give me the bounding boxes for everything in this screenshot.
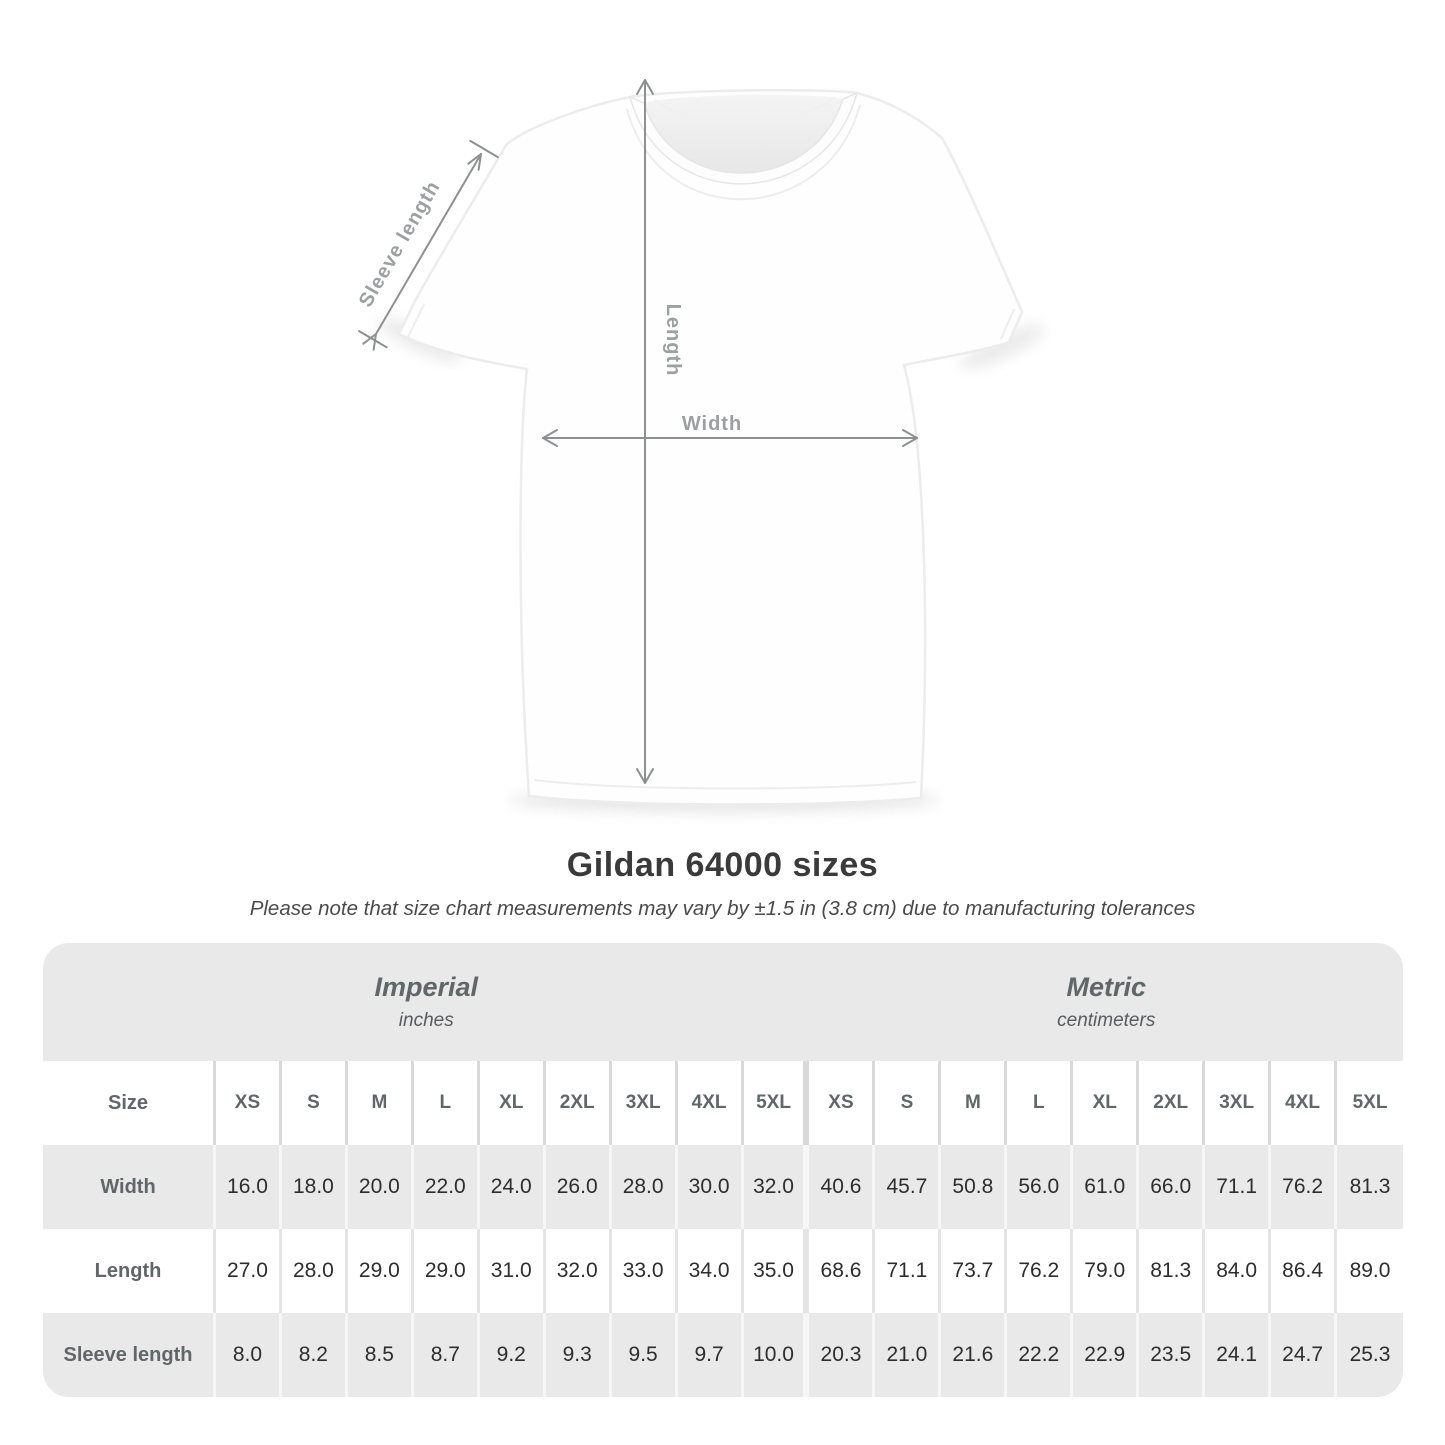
table-cell: 30.0	[677, 1145, 744, 1229]
table-cell: 33.0	[611, 1229, 678, 1313]
metric-section-header: Metric centimeters	[809, 943, 1403, 1061]
row-label: Sleeve length	[43, 1313, 216, 1397]
table-cell: 29.0	[347, 1229, 414, 1313]
row-label: Length	[43, 1229, 216, 1313]
table-cell: 9.2	[479, 1313, 546, 1397]
size-col-header: S	[875, 1061, 942, 1145]
table-cell: 29.0	[413, 1229, 480, 1313]
size-col-header: M	[347, 1061, 414, 1145]
table-cell: 45.7	[875, 1145, 942, 1229]
table-cell: 76.2	[1007, 1229, 1074, 1313]
table-cell: 18.0	[281, 1145, 348, 1229]
table-cell: 66.0	[1139, 1145, 1206, 1229]
size-col-header: L	[1007, 1061, 1074, 1145]
imperial-section-title: Imperial	[374, 972, 479, 1002]
table-cell: 81.3	[1337, 1145, 1403, 1229]
imperial-section-units: inches	[398, 1010, 454, 1031]
size-col-header: 3XL	[611, 1061, 678, 1145]
table-cell: 9.5	[611, 1313, 678, 1397]
size-col-header: 5XL	[1337, 1061, 1403, 1145]
table-cell: 23.5	[1139, 1313, 1206, 1397]
size-table: Imperial inches Metric centimeters Size X…	[43, 943, 1403, 1397]
width-label: Width	[682, 413, 742, 435]
size-col-header: 4XL	[677, 1061, 744, 1145]
table-cell: 73.7	[941, 1229, 1008, 1313]
dimension-lines	[358, 79, 918, 784]
size-col-header: 4XL	[1271, 1061, 1338, 1145]
size-col-header: S	[281, 1061, 348, 1145]
table-cell: 86.4	[1271, 1229, 1338, 1313]
table-cell: 8.0	[216, 1313, 282, 1397]
length-arrow	[636, 79, 654, 784]
size-col-header: 2XL	[1139, 1061, 1206, 1145]
table-cell: 32.0	[545, 1229, 612, 1313]
sleeve-length-arrow	[358, 139, 499, 351]
size-col-header: XS	[809, 1061, 876, 1145]
table-cell: 32.0	[743, 1145, 810, 1229]
table-cell: 35.0	[743, 1229, 810, 1313]
tshirt-collar	[628, 91, 859, 185]
imperial-section-header: Imperial inches	[43, 943, 810, 1061]
row-label: Width	[43, 1145, 216, 1229]
table-cell: 26.0	[545, 1145, 612, 1229]
table-cell: 28.0	[281, 1229, 348, 1313]
table-cell: 50.8	[941, 1145, 1008, 1229]
table-cell: 8.7	[413, 1313, 480, 1397]
table-cell: 21.6	[941, 1313, 1008, 1397]
size-col-header: XS	[216, 1061, 282, 1145]
table-cell: 22.2	[1007, 1313, 1074, 1397]
size-col-header: L	[413, 1061, 480, 1145]
table-cell: 27.0	[216, 1229, 282, 1313]
table-cell: 8.5	[347, 1313, 414, 1397]
table-cell: 22.0	[413, 1145, 480, 1229]
table-cell: 56.0	[1007, 1145, 1074, 1229]
size-col-header: XL	[479, 1061, 546, 1145]
tshirt-measurement-diagram: Sleeve length Length Width	[355, 79, 1044, 812]
table-cell: 81.3	[1139, 1229, 1206, 1313]
table-cell: 9.7	[677, 1313, 744, 1397]
size-col-header: XL	[1073, 1061, 1140, 1145]
table-cell: 9.3	[545, 1313, 612, 1397]
metric-section-units: centimeters	[1057, 1010, 1156, 1031]
table-cell: 71.1	[1205, 1145, 1272, 1229]
table-cell: 40.6	[809, 1145, 876, 1229]
page-subtitle: Please note that size chart measurements…	[249, 897, 1196, 920]
metric-section-title: Metric	[1066, 972, 1146, 1002]
table-cell: 20.3	[809, 1313, 876, 1397]
table-cell: 84.0	[1205, 1229, 1272, 1313]
size-col-header: M	[941, 1061, 1008, 1145]
table-cell: 21.0	[875, 1313, 942, 1397]
table-cell: 16.0	[216, 1145, 282, 1229]
table-cell: 31.0	[479, 1229, 546, 1313]
size-col-header: 3XL	[1205, 1061, 1272, 1145]
size-header-label: Size	[43, 1061, 216, 1145]
table-cell: 89.0	[1337, 1229, 1403, 1313]
table-cell: 61.0	[1073, 1145, 1140, 1229]
table-cell: 22.9	[1073, 1313, 1140, 1397]
table-cell: 24.0	[479, 1145, 546, 1229]
width-arrow	[542, 429, 918, 447]
size-col-header: 5XL	[743, 1061, 810, 1145]
table-cell: 24.7	[1271, 1313, 1338, 1397]
table-cell: 79.0	[1073, 1229, 1140, 1313]
length-label: Length	[662, 304, 684, 377]
table-cell: 20.0	[347, 1145, 414, 1229]
table-cell: 24.1	[1205, 1313, 1272, 1397]
table-cell: 71.1	[875, 1229, 942, 1313]
table-cell: 25.3	[1337, 1313, 1403, 1397]
tshirt-svg: Sleeve length Length Width	[355, 79, 1044, 812]
table-cell: 28.0	[611, 1145, 678, 1229]
tshirt-seams	[407, 104, 1015, 790]
table-cell: 8.2	[281, 1313, 348, 1397]
table-cell: 10.0	[743, 1313, 810, 1397]
table-cell: 34.0	[677, 1229, 744, 1313]
table-cell: 68.6	[809, 1229, 876, 1313]
size-col-header: 2XL	[545, 1061, 612, 1145]
tshirt-body	[397, 88, 1024, 806]
page-title: Gildan 64000 sizes	[566, 846, 879, 884]
table-cell: 76.2	[1271, 1145, 1338, 1229]
